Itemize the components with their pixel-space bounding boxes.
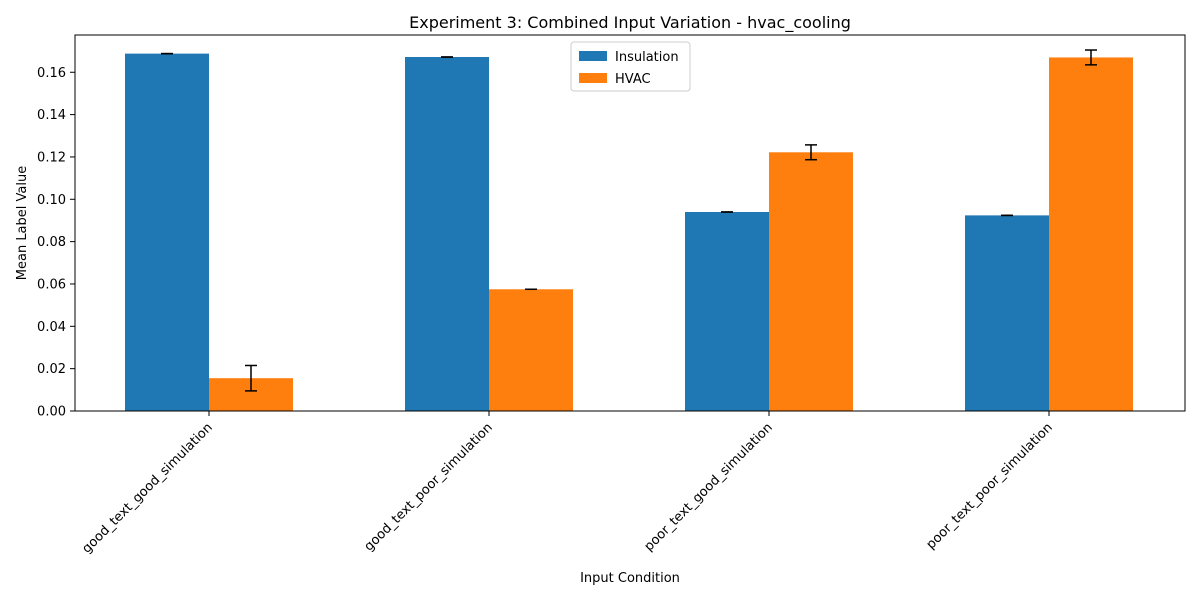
bar-hvac-poor_text_good_simulation: [769, 152, 853, 412]
y-tick-label: 0.10: [37, 193, 66, 208]
legend-swatch-hvac: [579, 73, 607, 83]
y-tick-label: 0.16: [37, 66, 66, 81]
bar-insulation-good_text_good_simulation: [125, 53, 209, 412]
chart-title: Experiment 3: Combined Input Variation -…: [409, 13, 851, 33]
bar-insulation-good_text_poor_simulation: [405, 57, 489, 412]
y-axis-ticks: 0.00 0.02 0.04 0.06 0.08 0.10 0.12 0.14 0.16: [37, 66, 75, 420]
legend-swatch-insulation: [579, 51, 607, 61]
legend: Insulation HVAC: [570, 41, 691, 92]
bar-hvac-good_text_poor_simulation: [489, 289, 573, 411]
bar-insulation-poor_text_poor_simulation: [965, 215, 1049, 411]
error-bar-hvac-poor_text_poor_simulation: [1085, 49, 1097, 66]
y-tick-label: 0.06: [37, 277, 66, 292]
y-tick-label: 0.14: [37, 108, 66, 123]
error-bar-hvac-poor_text_good_simulation: [805, 144, 817, 161]
y-tick-label: 0.04: [37, 320, 66, 335]
x-axis-ticks: good_text_good_simulation good_text_poor_…: [80, 411, 1056, 557]
y-tick-label: 0.02: [37, 362, 66, 377]
x-axis-title: Input Condition: [580, 571, 680, 586]
y-axis-title: Mean Label Value: [15, 166, 30, 280]
error-bars-layer: [161, 49, 1097, 392]
bar-insulation-poor_text_good_simulation: [685, 211, 769, 411]
bar-hvac-poor_text_poor_simulation: [1049, 57, 1133, 412]
plot-frame: [74, 34, 1186, 412]
error-bar-hvac-good_text_good_simulation: [245, 364, 257, 392]
legend-label-hvac: HVAC: [615, 72, 651, 87]
x-tick-label: good_text_poor_simulation: [362, 420, 496, 554]
y-tick-label: 0.12: [37, 150, 66, 165]
x-tick-label: good_text_good_simulation: [80, 420, 216, 556]
legend-label-insulation: Insulation: [615, 50, 679, 65]
x-tick-label: poor_text_poor_simulation: [924, 420, 1056, 552]
y-tick-label: 0.08: [37, 235, 66, 250]
x-tick-label: poor_text_good_simulation: [642, 420, 776, 554]
bars-layer: [125, 53, 1133, 412]
y-tick-label: 0.00: [37, 405, 66, 420]
